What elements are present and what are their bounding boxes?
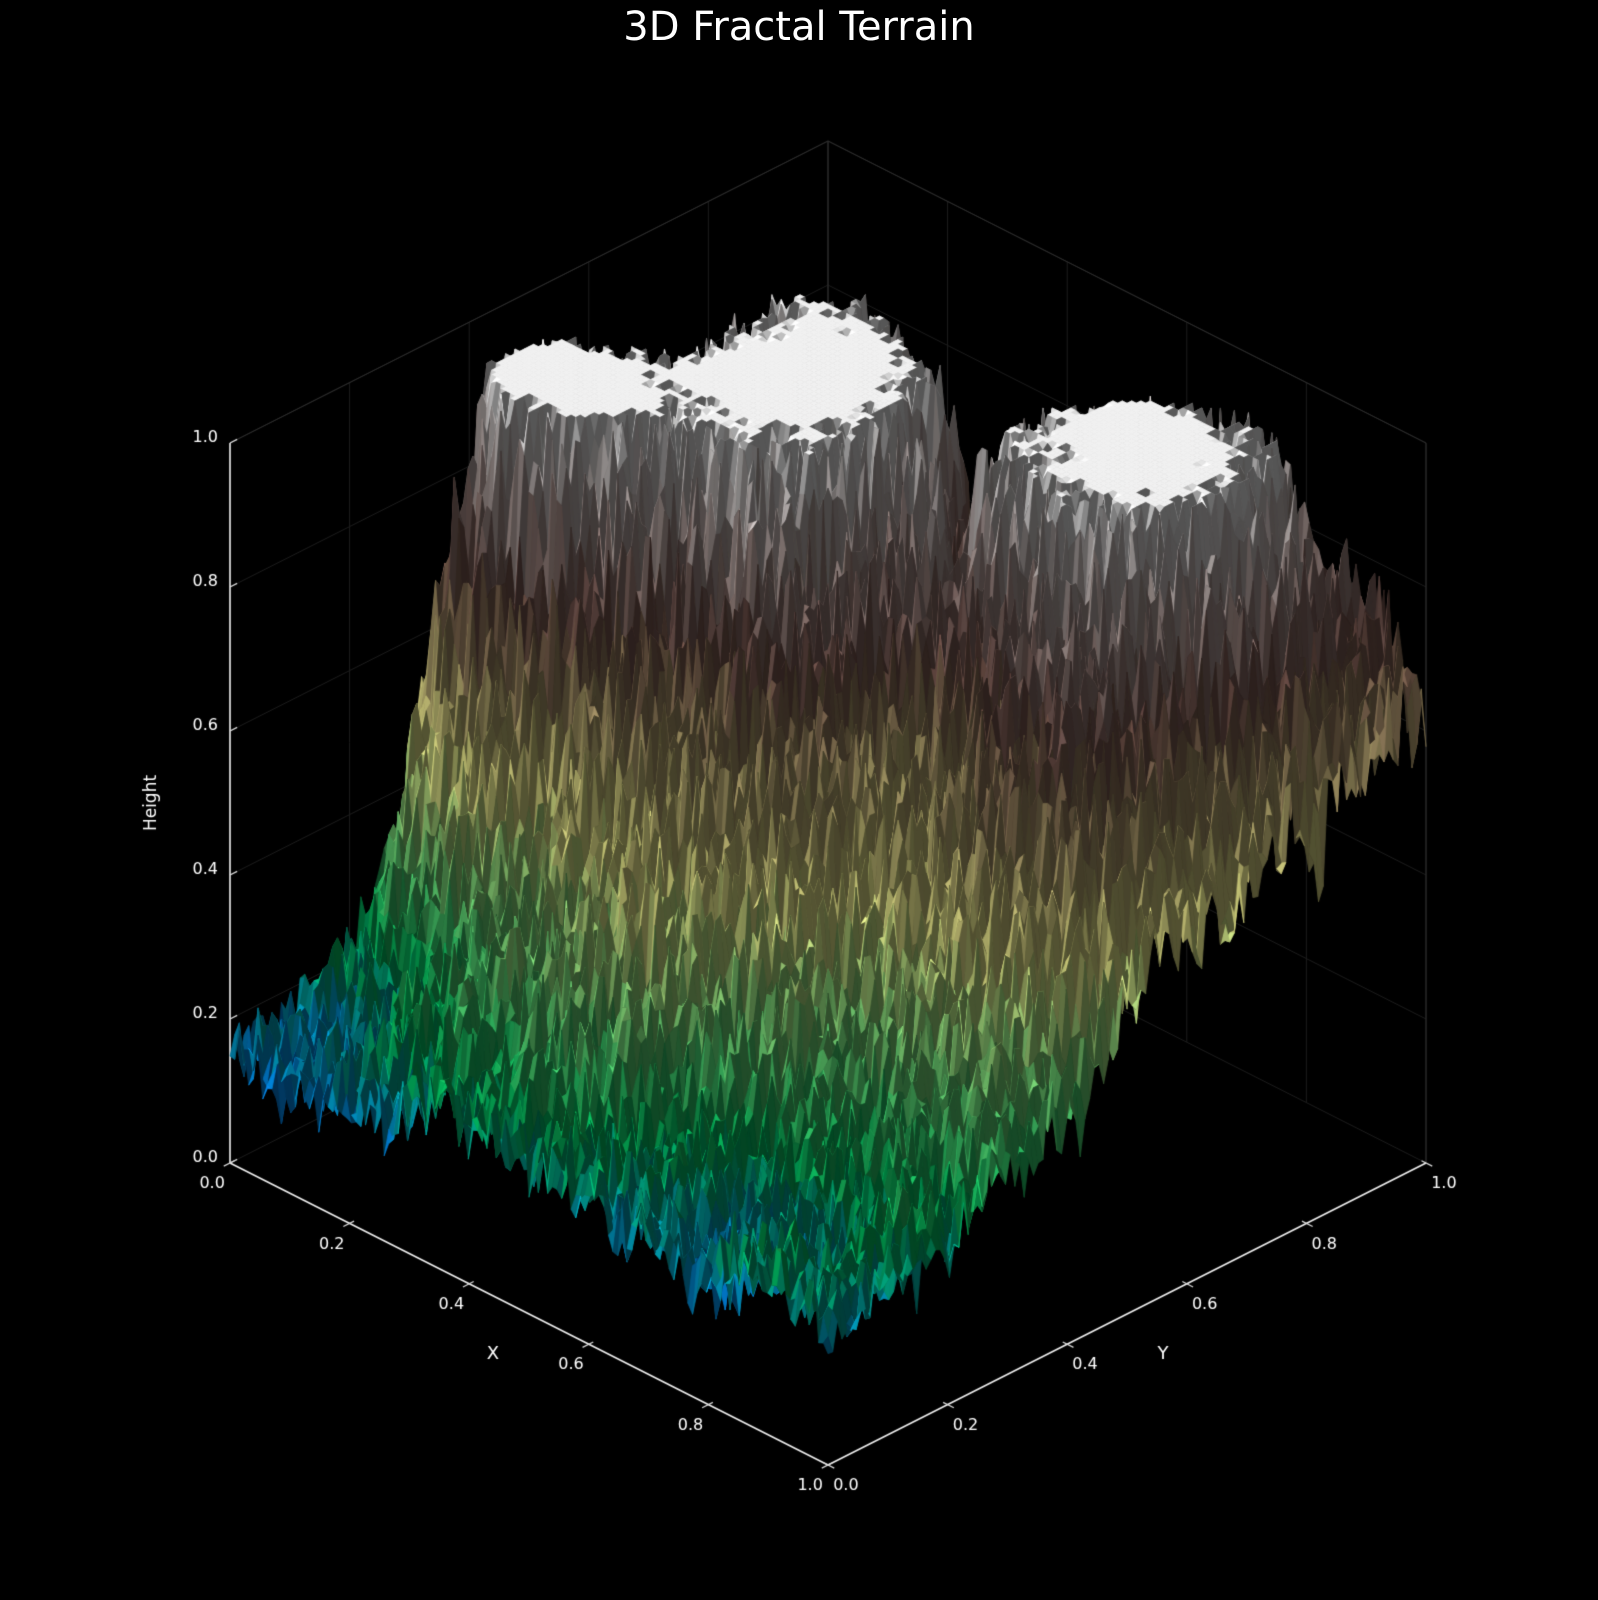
terrain-surface-canvas bbox=[0, 0, 1598, 1600]
figure: 3D Fractal Terrain bbox=[0, 0, 1598, 1600]
